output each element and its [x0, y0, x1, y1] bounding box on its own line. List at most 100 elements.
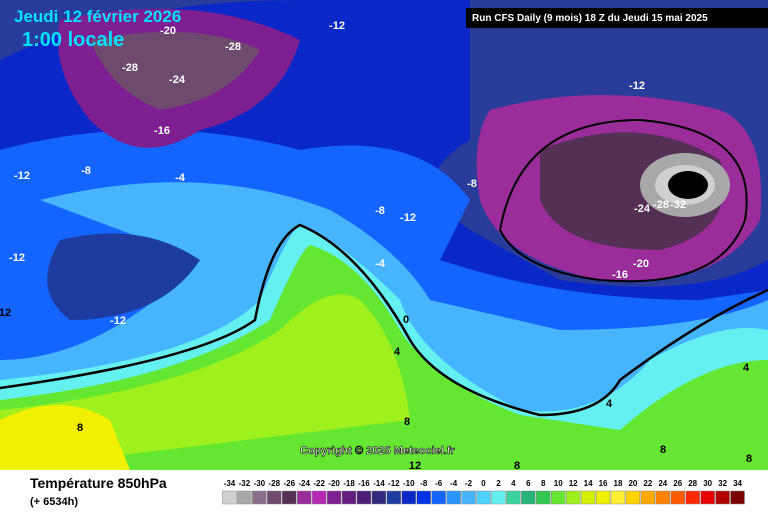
contour-label: -16 [612, 269, 628, 281]
colorbar-tick: -4 [450, 479, 458, 488]
colorbar-swatch [521, 490, 536, 505]
colorbar-tick: -16 [358, 479, 370, 488]
contour-label: 8 [77, 422, 83, 434]
colorbar-tick: 4 [511, 479, 516, 488]
zero-isotherm [0, 223, 768, 417]
colorbar-swatch [222, 490, 237, 505]
contour-label: 8 [746, 453, 752, 465]
colorbar-swatch [446, 490, 461, 505]
run-box [466, 8, 768, 28]
colorbar-tick: -8 [420, 479, 428, 488]
contour-label: -20 [633, 258, 649, 270]
colorbar-swatch [491, 490, 506, 505]
contour-label: -16 [154, 125, 170, 137]
contour-label: 8 [660, 444, 666, 456]
colorbar-swatch [431, 490, 446, 505]
colorbar-swatch [267, 490, 282, 505]
colorbar-tick: 20 [628, 479, 637, 488]
colorbar-swatch [401, 490, 417, 505]
colorbar-tick: 18 [614, 479, 623, 488]
colorbar-tick: -26 [283, 479, 295, 488]
colorbar-tick: 22 [643, 479, 652, 488]
colorbar-tick: -6 [435, 479, 443, 488]
colorbar: -34 -32 -30 -28 -26 -24 -22 -20 -18 -16 -14 -12 -10-… [222, 479, 745, 505]
colorbar-swatch [655, 490, 671, 505]
colorbar-tick: -10 [403, 479, 415, 488]
colorbar-swatch [550, 490, 566, 505]
contour-label: -24 [169, 74, 186, 86]
contour-label: 8 [514, 460, 520, 472]
contour-label: -12 [14, 170, 30, 182]
colorbar-swatch [625, 490, 641, 505]
footer-lead: (+ 6534h) [30, 496, 78, 508]
contour-label: -4 [375, 258, 386, 270]
colorbar-tick: 28 [688, 479, 697, 488]
colorbar-tick: -2 [465, 479, 473, 488]
contour-label: 4 [743, 362, 750, 374]
colorbar-tick: -18 [343, 479, 355, 488]
colorbar-tick: 2 [496, 479, 501, 488]
colorbar-tick: 8 [541, 479, 546, 488]
contour-label: 0 [403, 314, 409, 326]
contour-label: -12 [629, 80, 645, 92]
contour-label: -28 [122, 62, 138, 74]
colorbar-swatch [565, 490, 581, 505]
colorbar-swatch [356, 490, 372, 505]
contour-label: 12 [409, 460, 421, 472]
colorbar-swatch [237, 490, 252, 505]
contour-label: -8 [467, 178, 477, 190]
colorbar-tick: -20 [328, 479, 340, 488]
colorbar-swatch [371, 490, 387, 505]
contour-label: -8 [81, 165, 91, 177]
time-label: 1:00 locale [22, 29, 124, 51]
colorbar-tick: 12 [569, 479, 578, 488]
contour-label: -20 [160, 25, 176, 37]
contour-label: -12 [329, 20, 345, 32]
contour-label: -28 [653, 199, 669, 211]
colorbar-swatch [341, 490, 357, 505]
colorbar-swatch [506, 490, 521, 505]
colorbar-tick: -22 [313, 479, 325, 488]
copyright: Copyright © 2025 Meteociel.fr [300, 445, 456, 457]
colorbar-swatch [461, 490, 476, 505]
colorbar-tick: -30 [254, 479, 266, 488]
colorbar-tick: 26 [673, 479, 682, 488]
contour-label: -24 [634, 203, 651, 215]
colorbar-tick: -28 [269, 479, 281, 488]
contour-label: 12 [0, 307, 11, 319]
colorbar-tick: 16 [599, 479, 608, 488]
colorbar-swatch [326, 490, 342, 505]
colorbar-swatch [311, 490, 327, 505]
contour-label: 4 [394, 346, 401, 358]
colorbar-swatch [610, 490, 626, 505]
colorbar-tick: 30 [703, 479, 712, 488]
date-label: Jeudi 12 février 2026 [14, 7, 181, 26]
colorbar-swatch [282, 490, 297, 505]
isotherm [498, 118, 748, 283]
contour-label: -8 [375, 205, 385, 217]
colorbar-tick: -34 [224, 479, 236, 488]
colorbar-tick: -12 [388, 479, 400, 488]
colorbar-swatch [595, 490, 611, 505]
contour-label: 4 [606, 398, 613, 410]
contour-label: -12 [9, 252, 25, 264]
footer-title: Température 850hPa [30, 475, 167, 491]
colorbar-swatch [252, 490, 267, 505]
colorbar-swatch [476, 490, 491, 505]
colorbar-swatch [670, 490, 685, 505]
contour-label: -12 [400, 212, 416, 224]
colorbar-tick: -24 [298, 479, 310, 488]
contour-label: -12 [110, 315, 126, 327]
run-label: Run CFS Daily (9 mois) 18 Z du Jeudi 15 … [472, 13, 708, 24]
colorbar-tick: -14 [373, 479, 385, 488]
contour-label: -28 [225, 41, 241, 53]
colorbar-swatch [386, 490, 402, 505]
colorbar-swatch [536, 490, 551, 505]
colorbar-swatch [640, 490, 656, 505]
contour-label: -32 [670, 199, 686, 211]
colorbar-swatch [685, 490, 700, 505]
colorbar-swatch [416, 490, 431, 505]
colorbar-swatch [700, 490, 715, 505]
colorbar-swatch [580, 490, 596, 505]
